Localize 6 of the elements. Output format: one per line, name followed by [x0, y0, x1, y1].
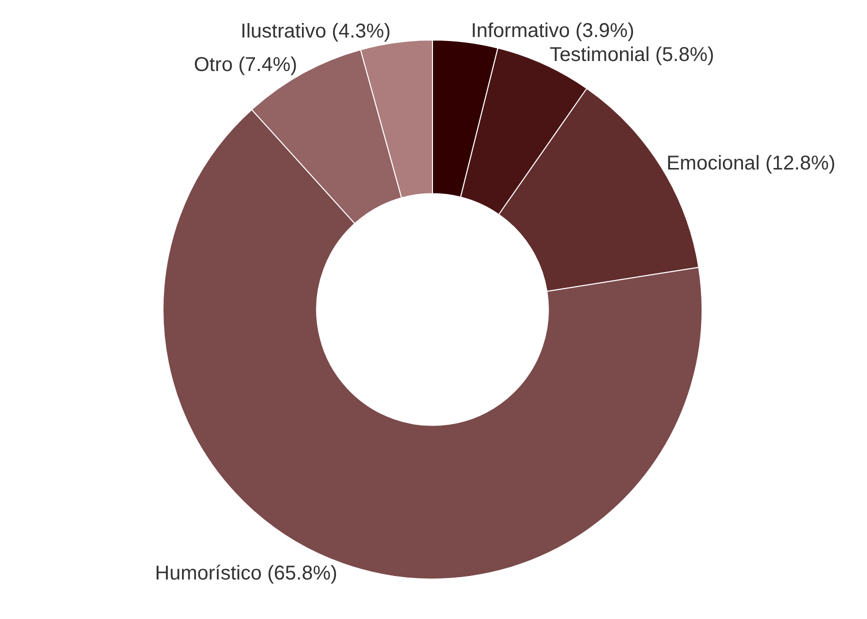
slice-label: Informativo (3.9%): [470, 20, 634, 42]
slice-label: Humorístico (65.8%): [155, 562, 338, 584]
slice-label: Otro (7.4%): [194, 54, 298, 76]
slice-label: Ilustrativo (4.3%): [240, 20, 391, 43]
slice-label: Emocional (12.8%): [666, 152, 836, 174]
slice-label: Testimonial (5.8%): [550, 44, 714, 66]
